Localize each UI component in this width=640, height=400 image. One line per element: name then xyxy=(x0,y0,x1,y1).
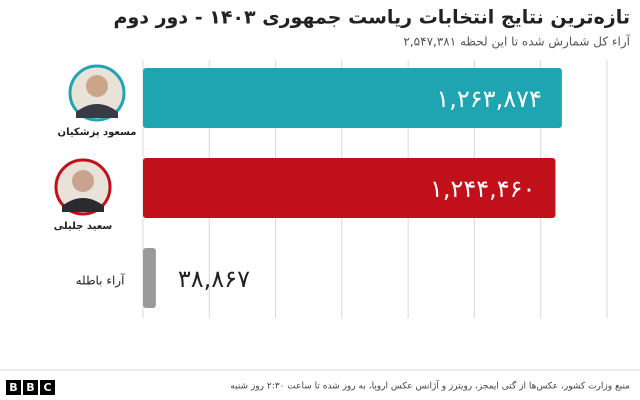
photo xyxy=(54,158,112,216)
value-label: ۱,۲۴۴,۴۶۰ xyxy=(430,175,536,203)
logo-letter: B xyxy=(9,381,17,394)
category-label: مسعود پزشکیان xyxy=(58,127,137,138)
logo-box xyxy=(6,380,21,395)
footnote: منبع وزارت کشور، عکس‌ها از گتی ایمجز، رو… xyxy=(230,380,630,392)
value-label: ۳۸,۸۶۷ xyxy=(178,265,250,293)
photo xyxy=(68,64,126,122)
logo-box xyxy=(23,380,38,395)
chart-subtitle: آراء کل شمارش شده تا این لحظه ۲,۵۴۷,۳۸۱ xyxy=(403,34,630,50)
bar xyxy=(143,158,556,218)
logo-letter: C xyxy=(43,381,51,394)
bar xyxy=(143,248,156,308)
category-label: آراء باطله xyxy=(76,273,126,289)
category-label: سعید جلیلی xyxy=(54,221,113,232)
bar xyxy=(143,68,562,128)
logo-box xyxy=(40,380,55,395)
chart-title: تازه‌ترین نتایج انتخابات ریاست جمهوری ۱۴… xyxy=(114,7,630,29)
logo-letter: B xyxy=(26,381,34,394)
value-label: ۱,۲۶۳,۸۷۴ xyxy=(436,85,542,113)
